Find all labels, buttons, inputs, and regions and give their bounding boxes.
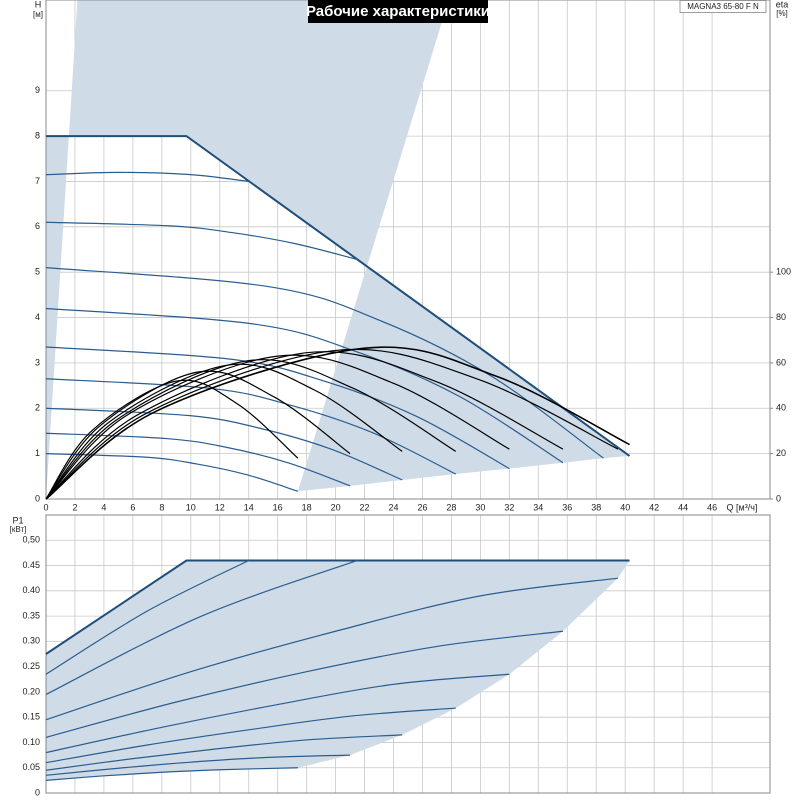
y-axis-label: H bbox=[35, 0, 42, 9]
x-axis-label: Q [м³/ч] bbox=[727, 502, 758, 512]
y-axis-label: P1 bbox=[12, 515, 23, 525]
y-tick-label: 0.20 bbox=[22, 686, 40, 696]
y-tick-label: 0.10 bbox=[22, 737, 40, 747]
y-tick-label: 8 bbox=[35, 130, 40, 140]
y-tick-label: 3 bbox=[35, 357, 40, 367]
y2-tick-label: 100 bbox=[776, 267, 791, 277]
performance-curve bbox=[46, 135, 631, 457]
y2-tick-label: 80 bbox=[776, 312, 786, 322]
x-tick-label: 24 bbox=[389, 502, 399, 512]
x-tick-label: 38 bbox=[591, 502, 601, 512]
plot-frame bbox=[45, 0, 771, 500]
x-tick-label: 18 bbox=[302, 502, 312, 512]
x-tick-label: 46 bbox=[707, 502, 717, 512]
performance-curve bbox=[45, 559, 249, 675]
model-box bbox=[679, 0, 767, 13]
performance-curve bbox=[45, 221, 358, 261]
performance-curve bbox=[45, 734, 403, 771]
operating-area bbox=[46, 560, 630, 781]
x-tick-label: 26 bbox=[417, 502, 427, 512]
x-tick-label: 34 bbox=[533, 502, 543, 512]
efficiency-curve bbox=[45, 348, 619, 500]
x-tick-label: 0 bbox=[43, 502, 48, 512]
y-axis-unit: [кВт] bbox=[10, 525, 27, 534]
x-tick-label: 2 bbox=[72, 502, 77, 512]
y-tick-label: 9 bbox=[35, 85, 40, 95]
y2-axis-label: eta bbox=[776, 0, 789, 9]
x-tick-label: 40 bbox=[620, 502, 630, 512]
y-tick-label: 0.45 bbox=[22, 560, 40, 570]
y-tick-label: 1 bbox=[35, 448, 40, 458]
x-tick-label: 42 bbox=[649, 502, 659, 512]
y-tick-label: 2 bbox=[35, 403, 40, 413]
model-label: MAGNA3 65-80 F N bbox=[687, 2, 759, 11]
y2-axis-unit: [%] bbox=[776, 9, 788, 18]
y2-tick-label: 20 bbox=[776, 448, 786, 458]
x-tick-label: 28 bbox=[446, 502, 456, 512]
y-tick-label: 0.35 bbox=[22, 610, 40, 620]
performance-curve bbox=[45, 630, 564, 738]
y-tick-label: 7 bbox=[35, 176, 40, 186]
x-tick-label: 8 bbox=[159, 502, 164, 512]
y-tick-label: 0.15 bbox=[22, 712, 40, 722]
performance-curve bbox=[45, 378, 457, 475]
x-tick-label: 32 bbox=[504, 502, 514, 512]
x-tick-label: 10 bbox=[186, 502, 196, 512]
performance-curve bbox=[45, 559, 358, 695]
performance-curve bbox=[45, 346, 510, 470]
y-tick-label: 0.25 bbox=[22, 661, 40, 671]
performance-curve bbox=[45, 453, 299, 492]
performance-curve bbox=[45, 577, 619, 721]
y-tick-label: 6 bbox=[35, 221, 40, 231]
performance-curve bbox=[45, 754, 351, 776]
y-tick-label: 0 bbox=[35, 787, 40, 797]
y2-tick-label: 40 bbox=[776, 403, 786, 413]
x-tick-label: 6 bbox=[130, 502, 135, 512]
x-tick-label: 30 bbox=[475, 502, 485, 512]
x-tick-label: 20 bbox=[331, 502, 341, 512]
y-tick-label: 0.40 bbox=[22, 585, 40, 595]
performance-curve bbox=[45, 559, 630, 655]
efficiency-curve bbox=[45, 379, 299, 500]
performance-curve bbox=[45, 432, 351, 487]
x-tick-label: 14 bbox=[244, 502, 254, 512]
performance-curve bbox=[45, 767, 298, 781]
y2-tick-label: 60 bbox=[776, 357, 786, 367]
operating-area bbox=[46, 0, 630, 499]
plots: 0 2 4 6 8 10 12 14 16 18 20 22 24 26 28 30 32 34 36 38 40 42 4… bbox=[10, 0, 791, 797]
efficiency-curve bbox=[45, 359, 457, 500]
y-tick-label: 5 bbox=[35, 267, 40, 277]
y2-tick-label: 0 bbox=[776, 493, 781, 503]
x-tick-label: 22 bbox=[360, 502, 370, 512]
performance-curve bbox=[45, 673, 510, 754]
performance-curve bbox=[45, 171, 249, 183]
efficiency-curve bbox=[45, 351, 564, 500]
x-tick-label: 12 bbox=[215, 502, 225, 512]
x-tick-label: 44 bbox=[678, 502, 688, 512]
chart-title: Рабочие характеристики bbox=[306, 3, 490, 20]
y-tick-label: 0,50 bbox=[22, 535, 40, 545]
x-tick-label: 36 bbox=[562, 502, 572, 512]
efficiency-curve bbox=[45, 370, 351, 500]
performance-curve bbox=[45, 707, 456, 764]
y-tick-label: 0.30 bbox=[22, 636, 40, 646]
y-axis-unit: [м] bbox=[33, 10, 43, 19]
y-tick-label: 0 bbox=[35, 493, 40, 503]
y-tick-label: 4 bbox=[35, 312, 40, 322]
x-tick-label: 4 bbox=[101, 502, 106, 512]
title-box bbox=[308, 0, 488, 23]
x-tick-label: 16 bbox=[273, 502, 283, 512]
efficiency-curve bbox=[45, 346, 630, 500]
y-tick-label: 0.05 bbox=[22, 762, 40, 772]
efficiency-curve bbox=[45, 354, 510, 500]
